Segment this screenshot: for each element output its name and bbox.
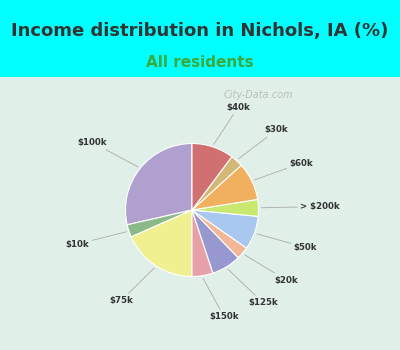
Wedge shape xyxy=(192,165,258,210)
Wedge shape xyxy=(126,144,192,225)
Wedge shape xyxy=(192,199,258,216)
Wedge shape xyxy=(131,210,192,276)
Wedge shape xyxy=(192,210,213,276)
Text: $30k: $30k xyxy=(238,125,288,159)
Text: $60k: $60k xyxy=(254,159,313,180)
Wedge shape xyxy=(192,210,258,248)
Text: $10k: $10k xyxy=(66,232,126,248)
Wedge shape xyxy=(192,157,241,210)
Text: $125k: $125k xyxy=(228,269,278,307)
Text: $75k: $75k xyxy=(109,268,154,305)
Wedge shape xyxy=(192,144,232,210)
Text: $40k: $40k xyxy=(214,103,250,144)
Wedge shape xyxy=(127,210,192,237)
Text: Income distribution in Nichols, IA (%): Income distribution in Nichols, IA (%) xyxy=(11,22,389,40)
Wedge shape xyxy=(192,210,246,258)
Text: $50k: $50k xyxy=(257,234,317,252)
Text: $100k: $100k xyxy=(78,138,138,167)
Text: $20k: $20k xyxy=(245,255,298,285)
Text: > $200k: > $200k xyxy=(261,202,340,211)
Text: $150k: $150k xyxy=(203,278,239,321)
Text: All residents: All residents xyxy=(146,55,254,70)
Wedge shape xyxy=(192,210,238,273)
Text: City-Data.com: City-Data.com xyxy=(224,90,294,100)
